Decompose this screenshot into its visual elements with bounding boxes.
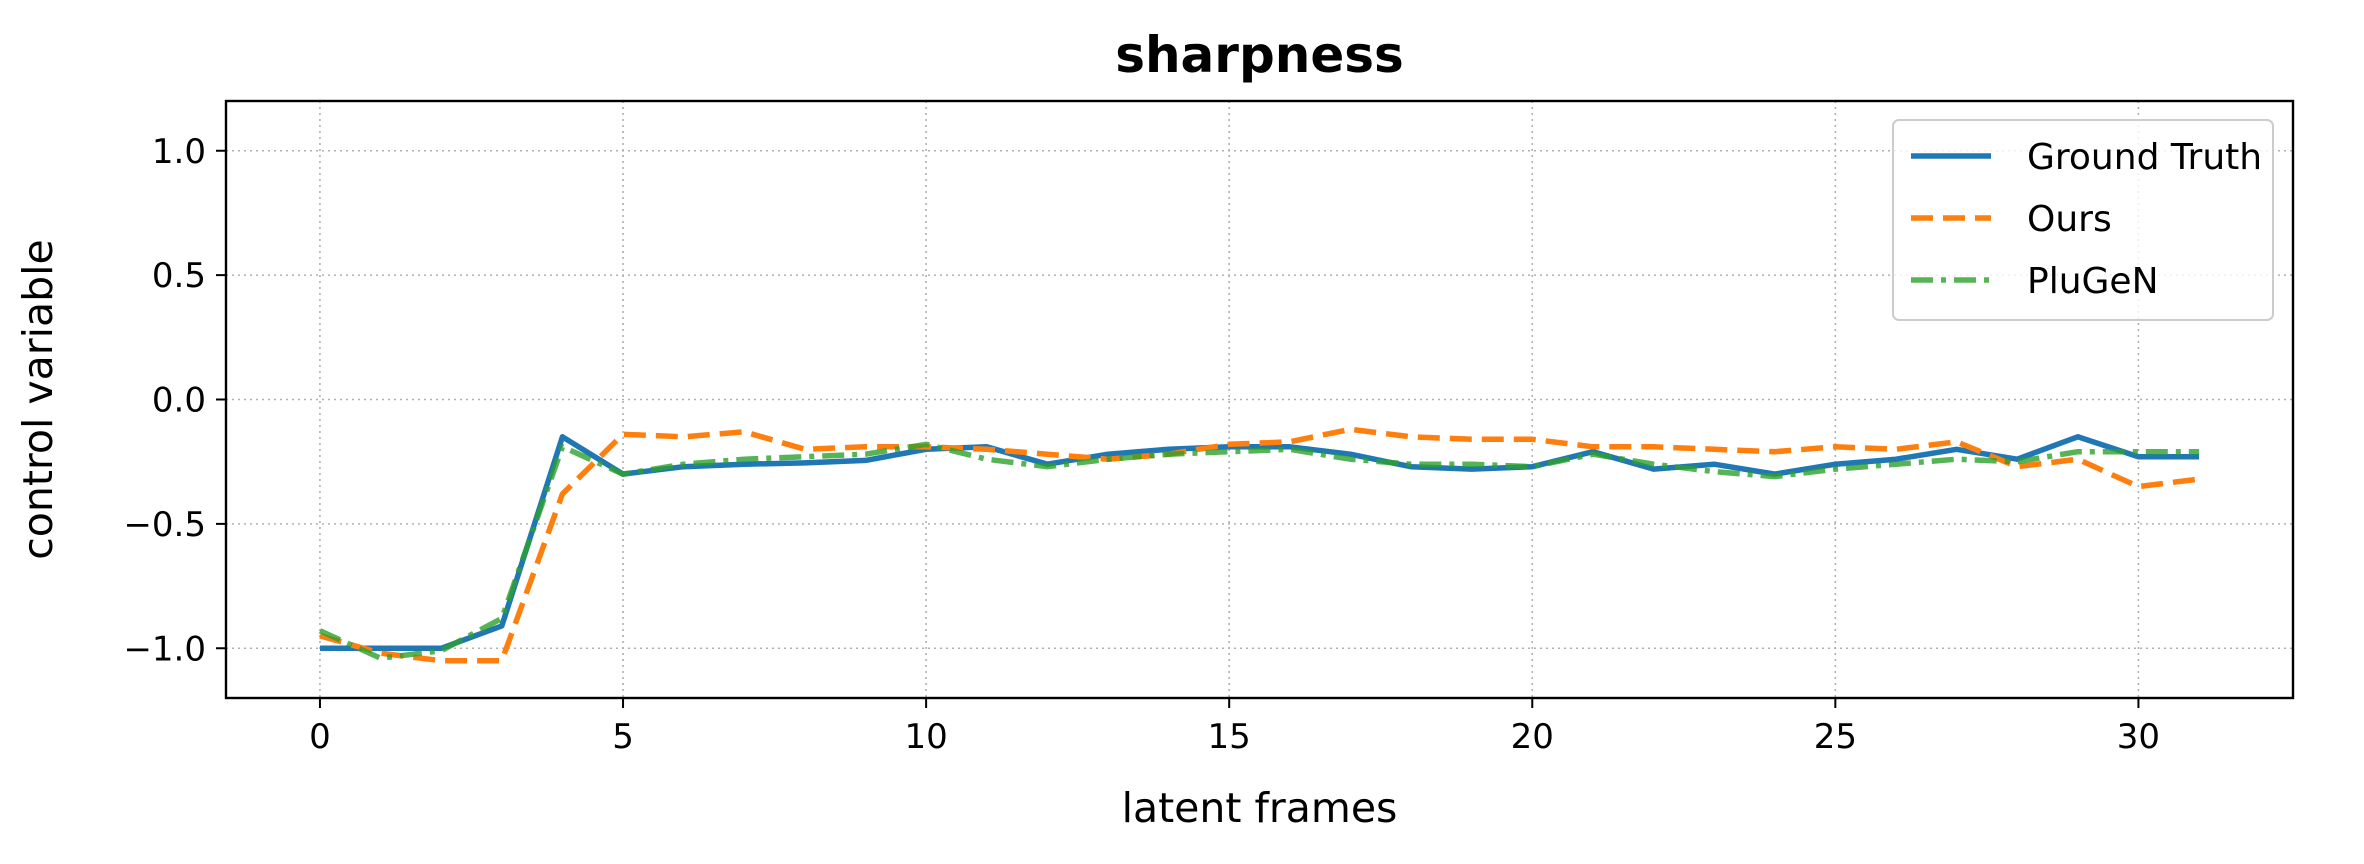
chart-title: sharpness [1115,26,1404,84]
series-line-plugen [318,441,2199,661]
tick-layer: 0 5 10 15 20 25 30 1.0 0.5 0.0 −0.5 −1.0 [123,132,2160,757]
y-tick-label: 0.0 [152,381,206,421]
y-tick-label: 1.0 [152,132,206,172]
y-tick-label: −1.0 [123,629,206,669]
legend-frame [1892,119,2274,321]
legend-label: Ground Truth [2027,137,2262,178]
series-line-ours [319,426,2200,664]
x-tick-label: 10 [904,717,947,757]
x-tick-label: 20 [1511,717,1554,757]
series-line-ground-truth [320,434,2199,652]
y-axis-label: control variable [14,239,62,560]
legend-label: PluGeN [2027,261,2159,302]
series-layer [318,426,2200,664]
x-tick-label: 5 [612,717,634,757]
x-axis-label: latent frames [1122,784,1398,832]
x-tick-label: 30 [2117,717,2160,757]
x-tick-label: 0 [309,717,331,757]
y-tick-label: −0.5 [123,505,206,545]
x-tick-label: 25 [1814,717,1857,757]
x-tick-label: 15 [1208,717,1251,757]
legend: Ground Truth Ours PluGeN [1892,119,2274,321]
legend-label: Ours [2027,199,2112,240]
y-tick-label: 0.5 [152,256,206,296]
